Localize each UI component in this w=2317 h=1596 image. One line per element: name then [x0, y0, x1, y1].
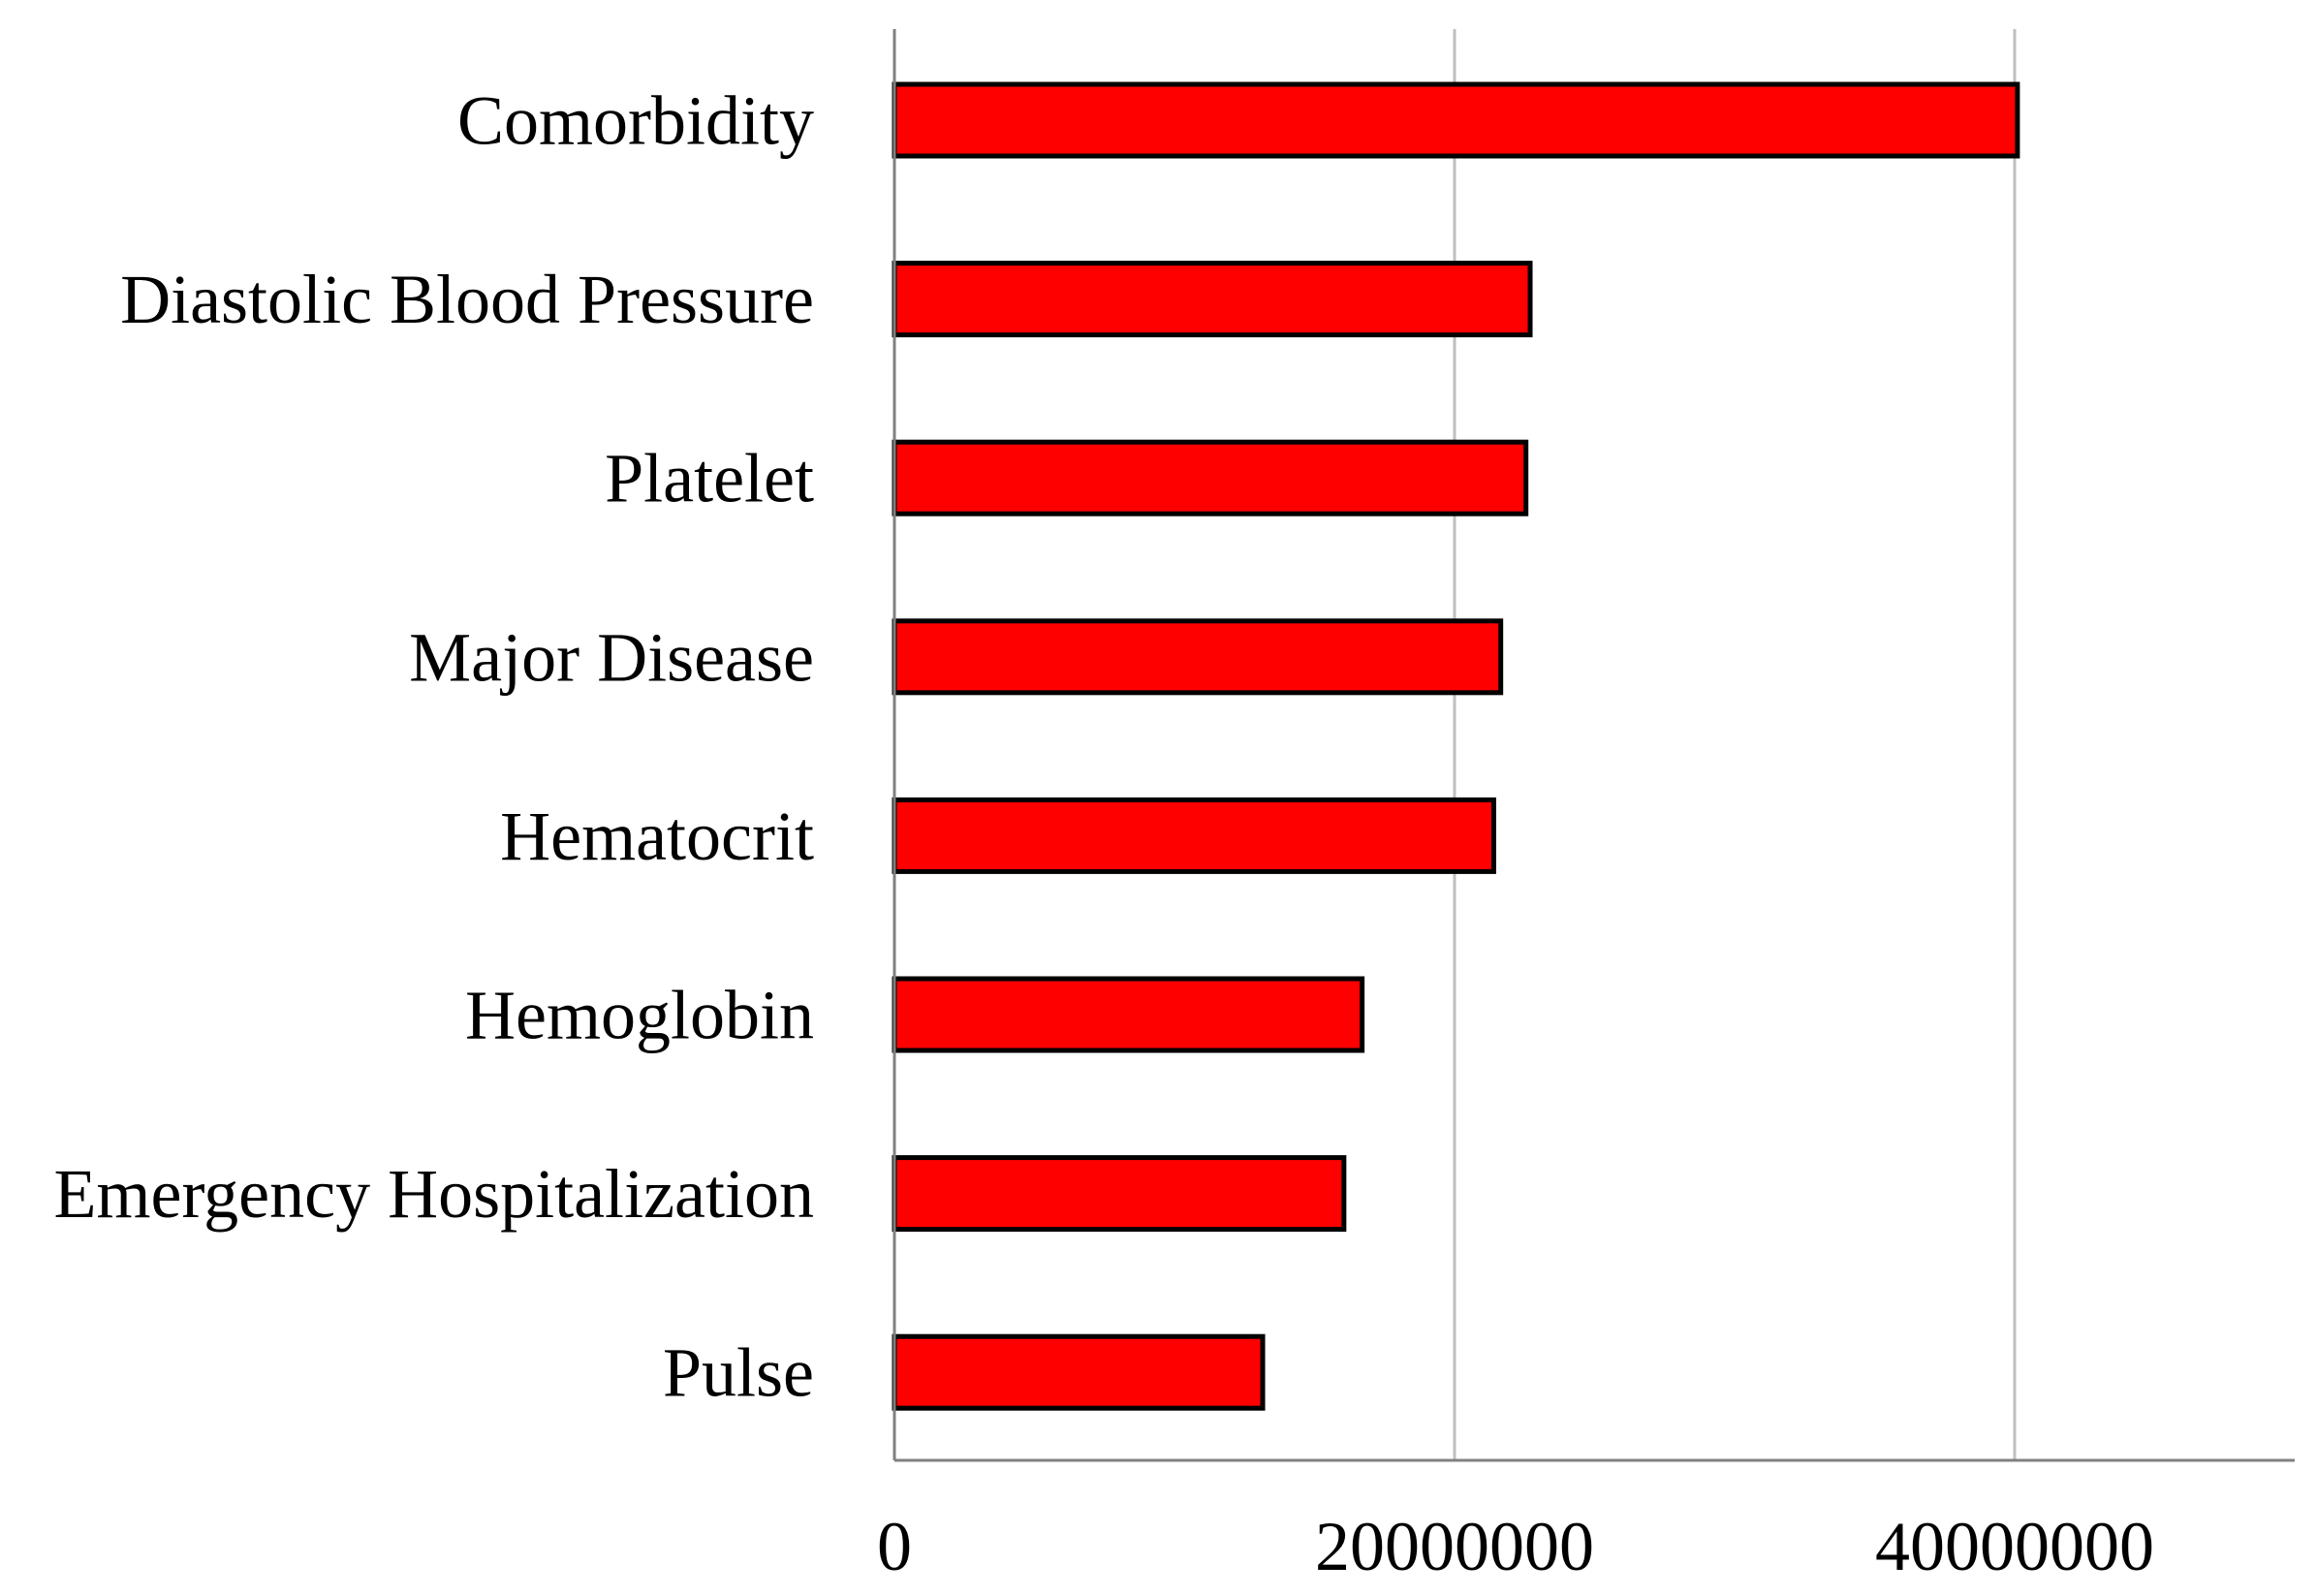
bar-diastolic-blood-pressure [892, 261, 1533, 338]
bar-hematocrit [892, 797, 1496, 874]
x-tick-labels: 0 20000000 40000000 [877, 1508, 2154, 1585]
x-tick-label-0: 0 [877, 1508, 912, 1585]
bar-major-disease [892, 618, 1504, 696]
bar-comorbidity [892, 81, 2020, 159]
category-label-hematocrit: Hematocrit [500, 798, 814, 875]
category-label-comorbidity: Comorbidity [457, 81, 814, 159]
x-tick-label-2: 40000000 [1875, 1508, 2154, 1585]
category-label-diastolic-blood-pressure: Diastolic Blood Pressure [120, 261, 814, 338]
category-label-hemoglobin: Hemoglobin [465, 976, 814, 1053]
x-tick-label-1: 20000000 [1315, 1508, 1594, 1585]
bar-platelet [892, 439, 1529, 516]
gridlines [1453, 29, 2017, 1460]
bar-emergency-hospitalization [892, 1155, 1347, 1233]
category-label-platelet: Platelet [605, 440, 814, 517]
category-label-major-disease: Major Disease [409, 618, 814, 696]
axes [892, 29, 2295, 1462]
bar-hemoglobin [892, 976, 1365, 1053]
category-labels: Comorbidity Diastolic Blood Pressure Plate… [54, 81, 814, 1411]
category-label-emergency-hospitalization: Emergency Hospitalization [54, 1155, 814, 1233]
bar-pulse [892, 1333, 1266, 1411]
category-label-pulse: Pulse [663, 1334, 814, 1412]
